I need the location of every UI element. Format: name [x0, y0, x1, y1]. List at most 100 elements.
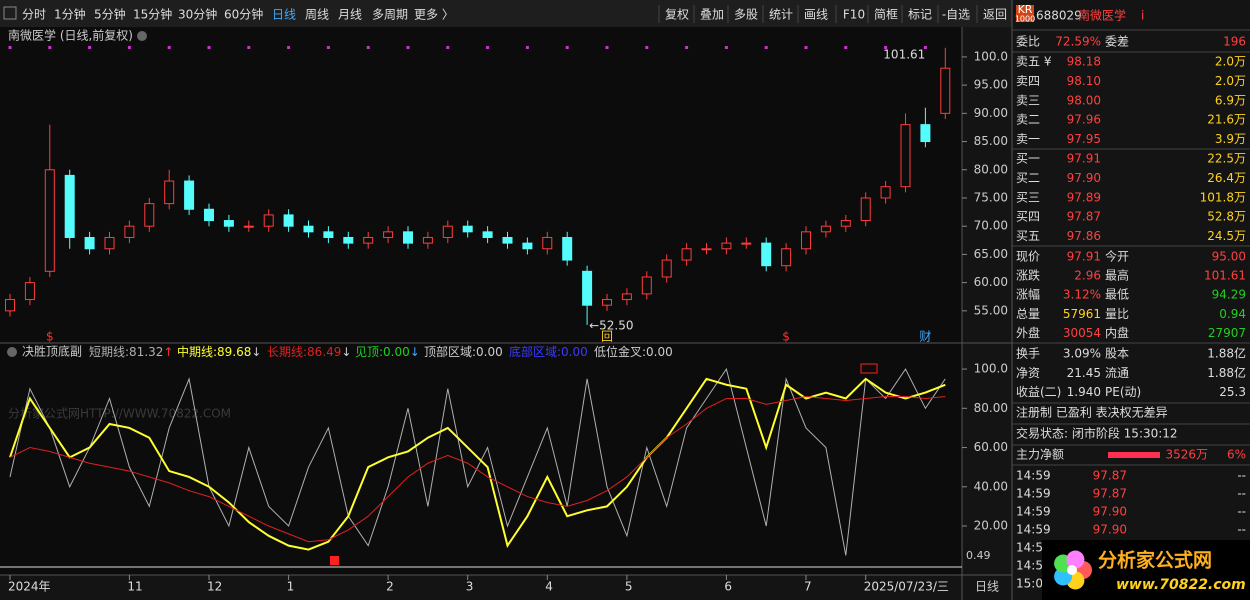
toolbar-tab[interactable]: 60分钟 [224, 7, 263, 22]
legend-value: 0.00 [476, 345, 503, 359]
y-tick-label: 80.00 [974, 401, 1008, 415]
signal-dot [48, 46, 52, 49]
toolbar-tab[interactable]: 月线 [338, 8, 362, 22]
toolbar-tab[interactable]: 更多 〉 [414, 8, 454, 22]
legend-item: 中期线:89.68↓ [177, 344, 261, 359]
field-label: 量比 [1105, 307, 1129, 321]
candle-body [522, 242, 533, 250]
signal-dot [884, 46, 888, 49]
min-annotation: ←52.50 [589, 319, 633, 333]
tick-time: 14:59 [1016, 487, 1051, 501]
candle-body [263, 214, 274, 227]
candle-body [243, 225, 254, 228]
legend-name: 顶部区域: [424, 344, 476, 359]
candle-body [144, 203, 155, 227]
candle-body [482, 231, 493, 238]
signal-dot [685, 46, 689, 49]
field-value: 0.94 [1219, 307, 1246, 321]
badge-text: KR [1018, 3, 1033, 16]
signal-dot [764, 46, 768, 49]
field-value: 3.09% [1063, 347, 1101, 361]
x-tick-label: 4 [545, 580, 553, 594]
book-volume: 26.4万 [1207, 171, 1246, 185]
field-value: 1.88亿 [1207, 346, 1246, 361]
signal-dot [287, 46, 291, 49]
signal-dot [207, 46, 211, 49]
flow-pct: 6% [1227, 448, 1246, 462]
field-value: 1.88亿 [1207, 365, 1246, 380]
toolbar-tab[interactable]: 多周期 [372, 8, 408, 22]
signal-dot [724, 46, 728, 49]
signal-dot [326, 46, 330, 49]
y-tick-label: 65.00 [974, 247, 1008, 261]
y-tick-label: 85.00 [974, 134, 1008, 148]
book-price: 97.91 [1067, 152, 1101, 166]
flags: 注册制 已盈利 表决权无差异 [1016, 405, 1168, 420]
menu-icon[interactable] [3, 6, 17, 20]
toolbar-button[interactable]: 返回 [983, 8, 1007, 22]
field-label: 委比 [1016, 35, 1040, 49]
legend-item: 长期线:86.49↓ [267, 345, 351, 359]
toolbar-button[interactable]: 简框 [874, 8, 898, 22]
field-value: 3.12% [1063, 288, 1101, 302]
toolbar-tab[interactable]: 30分钟 [178, 7, 217, 22]
book-price: 98.10 [1067, 74, 1101, 88]
candle-body [442, 225, 453, 238]
book-label: 买五 [1016, 229, 1040, 243]
tick-price: 97.87 [1093, 469, 1127, 483]
book-label: 卖二 [1016, 113, 1040, 127]
candle-body [920, 124, 931, 143]
book-price: 97.86 [1067, 229, 1101, 243]
watermark: 分析家公式网HTTP://WWW.70822.COM [8, 406, 231, 421]
legend-last: 89.68 [217, 345, 251, 359]
legend-name: 短期线: [89, 345, 129, 359]
candle-body [940, 67, 951, 114]
x-tick-label: 5 [625, 580, 633, 594]
trade-status: 交易状态: 闭市阶段 15:30:12 [1016, 426, 1178, 441]
legend-arrow: ↑ [163, 345, 173, 359]
candle-body [44, 169, 55, 272]
toolbar-tab[interactable]: 15分钟 [133, 7, 172, 22]
tick-price: 97.90 [1093, 505, 1127, 519]
candle-body [204, 208, 214, 222]
field-label: PE(动) [1105, 385, 1141, 399]
logo-url: www.70822.com [1116, 577, 1246, 593]
toolbar-button[interactable]: -自选 [942, 8, 970, 22]
toolbar-button[interactable]: 统计 [769, 8, 793, 22]
flow-value: 3526万 [1165, 448, 1208, 462]
book-price: 97.90 [1067, 171, 1101, 185]
indicator-icon[interactable] [7, 347, 17, 357]
y-tick-label: 75.00 [974, 190, 1008, 204]
legend-item: 见顶:0.00↓ [355, 345, 420, 359]
candle-body [184, 180, 195, 210]
signal-dot [923, 46, 927, 49]
axis-note: 0.49 [966, 549, 991, 562]
toolbar-tab[interactable]: 周线 [305, 8, 329, 22]
toolbar-button[interactable]: 标记 [908, 8, 932, 22]
field-value: 21.45 [1067, 366, 1101, 380]
candle-body [820, 225, 831, 233]
x-tick-label: 6 [724, 580, 732, 594]
field-value: 101.61 [1204, 269, 1246, 283]
toolbar-tab[interactable]: 1分钟 [54, 7, 86, 22]
toolbar-tab[interactable]: 5分钟 [94, 7, 126, 22]
field-value: 27907 [1208, 326, 1246, 340]
price-chart-title: 南微医学 (日线,前复权) [8, 28, 133, 43]
toolbar-tab[interactable]: 日线 [272, 8, 296, 22]
candle-body [104, 236, 115, 250]
field-label: 总量 [1016, 307, 1040, 321]
toolbar-button[interactable]: 画线 [804, 8, 828, 22]
legend-last: 86.49 [307, 345, 341, 359]
y-tick-label: 100.0 [974, 49, 1008, 63]
period-label[interactable]: 日线 [975, 580, 999, 594]
title-icon[interactable] [137, 31, 147, 41]
y-tick-label: 40.00 [974, 479, 1008, 493]
toolbar-button[interactable]: 复权 [665, 8, 689, 22]
toolbar-button[interactable]: 叠加 [700, 8, 724, 22]
toolbar-button[interactable]: F10 [843, 8, 865, 22]
tick-volume: -- [1237, 469, 1246, 483]
y-tick-label: 20.00 [974, 519, 1008, 533]
tick-time: 14:5 [1016, 541, 1043, 555]
toolbar-tab[interactable]: 分时 [22, 8, 46, 22]
toolbar-button[interactable]: 多股 [734, 8, 758, 22]
